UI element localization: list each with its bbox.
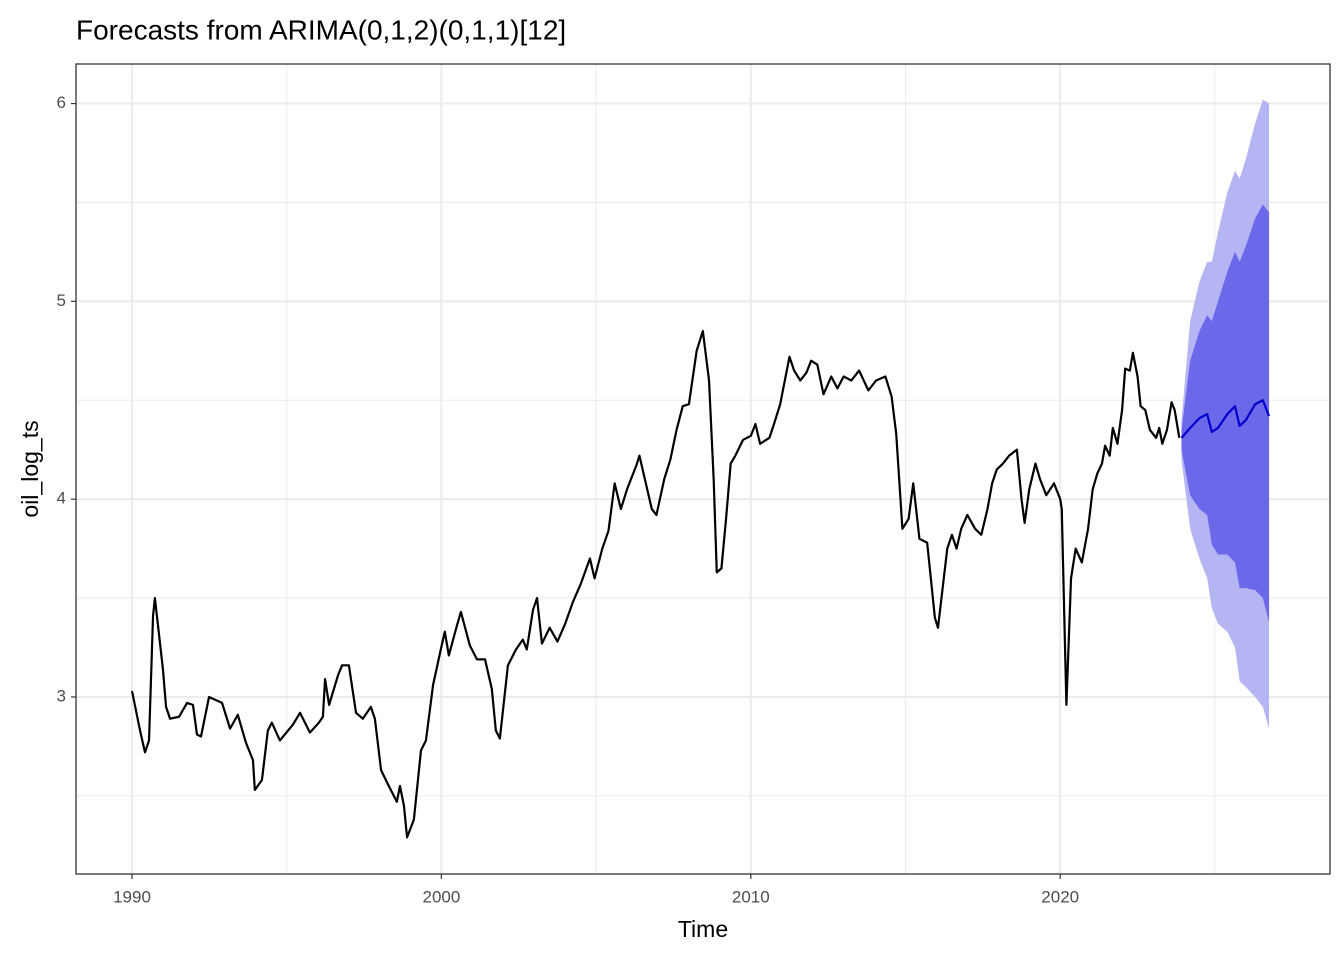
x-tick-label: 2010 bbox=[732, 887, 770, 906]
y-axis-title: oil_log_ts bbox=[17, 420, 43, 517]
y-tick-label: 5 bbox=[57, 291, 66, 310]
panel-border bbox=[75, 63, 1331, 875]
y-tick-label: 3 bbox=[57, 686, 66, 705]
panel-background bbox=[76, 64, 1330, 874]
history-line bbox=[130, 329, 1181, 839]
x-axis-title: Time bbox=[678, 916, 728, 942]
x-tick-label: 2020 bbox=[1041, 887, 1079, 906]
chart-title: Forecasts from ARIMA(0,1,2)(0,1,1)[12] bbox=[76, 14, 566, 45]
prediction-interval bbox=[1181, 204, 1270, 622]
x-tick-label: 2000 bbox=[422, 887, 460, 906]
y-tick-label: 6 bbox=[57, 93, 66, 112]
y-tick-label: 4 bbox=[57, 489, 66, 508]
forecast-line bbox=[1180, 399, 1271, 439]
x-tick-label: 1990 bbox=[113, 887, 151, 906]
